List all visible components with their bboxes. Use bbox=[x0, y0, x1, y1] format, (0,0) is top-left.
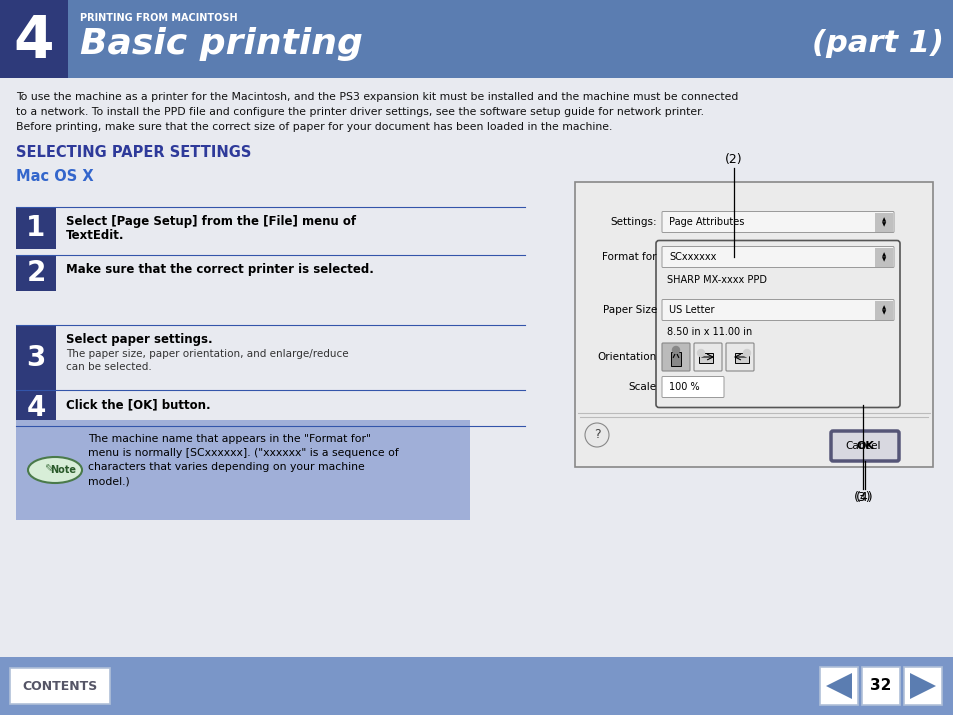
FancyBboxPatch shape bbox=[903, 667, 941, 705]
Text: The paper size, paper orientation, and enlarge/reduce: The paper size, paper orientation, and e… bbox=[66, 349, 348, 359]
Text: Settings:: Settings: bbox=[610, 217, 657, 227]
Text: TextEdit.: TextEdit. bbox=[66, 229, 125, 242]
FancyBboxPatch shape bbox=[874, 247, 892, 267]
Text: menu is normally [SCxxxxxx]. ("xxxxxx" is a sequence of: menu is normally [SCxxxxxx]. ("xxxxxx" i… bbox=[88, 448, 398, 458]
Polygon shape bbox=[825, 673, 851, 699]
Text: 2: 2 bbox=[27, 259, 46, 287]
FancyBboxPatch shape bbox=[10, 668, 110, 704]
Text: Mac OS X: Mac OS X bbox=[16, 169, 93, 184]
Text: Select [Page Setup] from the [File] menu of: Select [Page Setup] from the [File] menu… bbox=[66, 215, 355, 228]
Text: Select paper settings.: Select paper settings. bbox=[66, 333, 213, 346]
FancyBboxPatch shape bbox=[16, 390, 56, 426]
Text: CONTENTS: CONTENTS bbox=[22, 679, 97, 693]
FancyBboxPatch shape bbox=[699, 353, 712, 363]
Text: Make sure that the correct printer is selected.: Make sure that the correct printer is se… bbox=[66, 263, 374, 276]
Text: 8.50 in x 11.00 in: 8.50 in x 11.00 in bbox=[666, 327, 752, 337]
Text: can be selected.: can be selected. bbox=[66, 362, 152, 372]
Text: 4: 4 bbox=[13, 12, 54, 69]
FancyBboxPatch shape bbox=[16, 325, 56, 390]
Text: (2): (2) bbox=[724, 154, 742, 167]
Text: OK: OK bbox=[855, 441, 873, 451]
Text: Basic printing: Basic printing bbox=[80, 27, 362, 61]
FancyBboxPatch shape bbox=[661, 343, 689, 371]
Text: Note: Note bbox=[50, 465, 76, 475]
Text: 4: 4 bbox=[27, 394, 46, 422]
Text: ▼: ▼ bbox=[881, 257, 885, 262]
FancyBboxPatch shape bbox=[693, 343, 721, 371]
Text: (3): (3) bbox=[853, 490, 871, 503]
Text: 32: 32 bbox=[869, 679, 891, 694]
Text: ?: ? bbox=[593, 428, 599, 441]
Circle shape bbox=[697, 350, 703, 357]
Text: US Letter: US Letter bbox=[668, 305, 714, 315]
Text: Orientation: Orientation bbox=[598, 352, 657, 362]
FancyBboxPatch shape bbox=[862, 667, 899, 705]
FancyBboxPatch shape bbox=[16, 207, 56, 249]
Ellipse shape bbox=[28, 457, 82, 483]
Text: ▼: ▼ bbox=[881, 222, 885, 227]
Text: Scale: Scale bbox=[628, 382, 657, 392]
FancyBboxPatch shape bbox=[725, 343, 753, 371]
Text: characters that varies depending on your machine: characters that varies depending on your… bbox=[88, 462, 364, 472]
Text: 100 %: 100 % bbox=[668, 382, 699, 392]
FancyBboxPatch shape bbox=[16, 255, 56, 291]
FancyBboxPatch shape bbox=[0, 657, 953, 715]
Text: model.): model.) bbox=[88, 476, 130, 486]
Text: ✎: ✎ bbox=[44, 465, 53, 475]
FancyBboxPatch shape bbox=[0, 0, 68, 78]
Text: ▲: ▲ bbox=[881, 217, 885, 222]
Text: (part 1): (part 1) bbox=[811, 29, 943, 59]
FancyBboxPatch shape bbox=[830, 431, 898, 461]
FancyBboxPatch shape bbox=[575, 182, 932, 467]
Text: Before printing, make sure that the correct size of paper for your document has : Before printing, make sure that the corr… bbox=[16, 122, 612, 132]
FancyBboxPatch shape bbox=[661, 377, 723, 398]
FancyBboxPatch shape bbox=[16, 420, 470, 520]
Text: ▼: ▼ bbox=[881, 310, 885, 315]
Text: ▲: ▲ bbox=[881, 305, 885, 310]
Text: The machine name that appears in the "Format for": The machine name that appears in the "Fo… bbox=[88, 434, 371, 444]
Circle shape bbox=[672, 347, 679, 353]
Text: Cancel: Cancel bbox=[844, 441, 880, 451]
FancyBboxPatch shape bbox=[830, 433, 894, 459]
Text: 1: 1 bbox=[27, 214, 46, 242]
Text: Format for: Format for bbox=[602, 252, 657, 262]
Circle shape bbox=[742, 350, 750, 357]
Text: SCxxxxxx: SCxxxxxx bbox=[668, 252, 716, 262]
Text: PRINTING FROM MACINTOSH: PRINTING FROM MACINTOSH bbox=[80, 13, 237, 23]
FancyBboxPatch shape bbox=[661, 212, 893, 232]
Text: SHARP MX-xxxx PPD: SHARP MX-xxxx PPD bbox=[666, 275, 766, 285]
Text: ▲: ▲ bbox=[881, 252, 885, 257]
Text: To use the machine as a printer for the Macintosh, and the PS3 expansion kit mus: To use the machine as a printer for the … bbox=[16, 92, 738, 102]
Text: Click the [OK] button.: Click the [OK] button. bbox=[66, 398, 211, 411]
FancyBboxPatch shape bbox=[820, 667, 857, 705]
FancyBboxPatch shape bbox=[661, 300, 893, 320]
FancyBboxPatch shape bbox=[661, 247, 893, 267]
FancyBboxPatch shape bbox=[670, 352, 680, 366]
FancyBboxPatch shape bbox=[734, 353, 748, 363]
Text: SELECTING PAPER SETTINGS: SELECTING PAPER SETTINGS bbox=[16, 145, 251, 160]
Circle shape bbox=[584, 423, 608, 447]
FancyBboxPatch shape bbox=[874, 300, 892, 320]
Text: 3: 3 bbox=[27, 343, 46, 372]
Text: to a network. To install the PPD file and configure the printer driver settings,: to a network. To install the PPD file an… bbox=[16, 107, 703, 117]
FancyBboxPatch shape bbox=[0, 0, 953, 78]
Text: Page Attributes: Page Attributes bbox=[668, 217, 743, 227]
Polygon shape bbox=[909, 673, 935, 699]
FancyBboxPatch shape bbox=[874, 212, 892, 232]
Text: Paper Size: Paper Size bbox=[602, 305, 657, 315]
Text: (4): (4) bbox=[855, 490, 873, 503]
